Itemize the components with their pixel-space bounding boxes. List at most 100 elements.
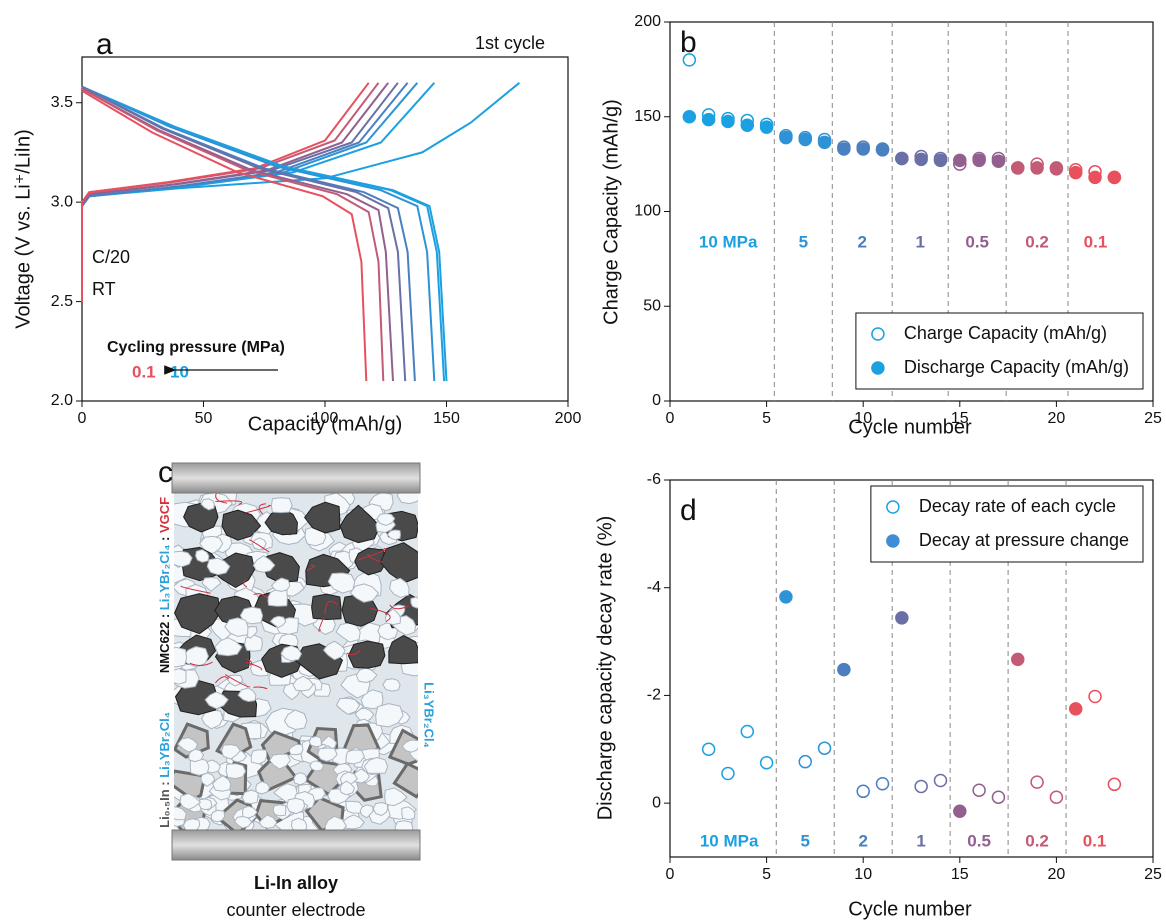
cathode-particle bbox=[174, 593, 221, 635]
electrolyte-particle bbox=[188, 748, 205, 763]
carbon-fiber bbox=[389, 604, 409, 610]
electrolyte-particle bbox=[250, 749, 268, 765]
data-point bbox=[914, 152, 928, 167]
electrolyte-particle bbox=[269, 753, 291, 770]
electrolyte-particle bbox=[375, 703, 404, 728]
y-tick-label: 3.0 bbox=[51, 193, 73, 210]
data-point bbox=[972, 783, 986, 797]
carbon-fiber bbox=[366, 553, 383, 563]
cathode-particle bbox=[221, 509, 262, 541]
electrolyte-particle bbox=[174, 646, 188, 668]
electrolyte-particle bbox=[384, 787, 408, 807]
electrolyte-particle bbox=[234, 816, 253, 829]
electrolyte-particle bbox=[174, 668, 187, 685]
electrolyte-particle bbox=[355, 667, 378, 683]
cathode-label: NMC622 : Li₃YBr₂Cl₄ : VGCF bbox=[157, 497, 172, 673]
data-point bbox=[1011, 161, 1025, 175]
data-point bbox=[798, 754, 812, 769]
carbon-fiber bbox=[215, 493, 228, 504]
current-collector bbox=[171, 829, 421, 861]
cathode-particle bbox=[347, 640, 386, 669]
label-part: : bbox=[157, 778, 172, 790]
legend-label: Charge Capacity (mAh/g) bbox=[904, 323, 1107, 343]
electrolyte-particle bbox=[204, 691, 229, 710]
region-label: 0.5 bbox=[965, 232, 989, 251]
electrolyte-particle bbox=[317, 747, 338, 762]
electrolyte-particle bbox=[212, 775, 232, 792]
region-label: 0.5 bbox=[967, 831, 991, 850]
carbon-fiber bbox=[246, 505, 271, 514]
y-tick-label: 2.0 bbox=[51, 392, 73, 409]
data-point bbox=[1049, 162, 1064, 176]
electrolyte-particle bbox=[396, 493, 418, 505]
electrolyte-particle bbox=[214, 637, 243, 657]
electrolyte-particle bbox=[345, 800, 364, 814]
legend: Decay rate of each cycle Decay at pressur… bbox=[870, 485, 1144, 563]
electrolyte-particle bbox=[386, 529, 401, 541]
y-tick-label: -6 bbox=[647, 471, 661, 488]
data-point bbox=[1068, 702, 1083, 716]
y-tick-label: -2 bbox=[647, 687, 661, 704]
x-tick-label: 50 bbox=[195, 410, 213, 427]
data-point bbox=[1049, 790, 1064, 804]
electrolyte-particle bbox=[239, 606, 264, 625]
x-tick-label: 100 bbox=[312, 410, 339, 427]
x-tick-label: 15 bbox=[951, 866, 969, 883]
electrolyte-particle bbox=[200, 498, 215, 511]
electrolyte-particle bbox=[272, 804, 287, 817]
electrolyte-particle bbox=[292, 675, 314, 692]
y-tick-label: 100 bbox=[634, 203, 661, 220]
cathode-particle bbox=[339, 504, 381, 544]
electrolyte-particle bbox=[198, 798, 213, 811]
data-point bbox=[991, 154, 1006, 169]
label-part: VGCF bbox=[157, 497, 172, 533]
electrolyte-particle bbox=[327, 572, 356, 594]
x-tick-label: 10 bbox=[854, 410, 872, 427]
data-point bbox=[759, 120, 774, 134]
electrolyte-particle bbox=[288, 743, 304, 756]
data-point bbox=[682, 53, 697, 67]
electrolyte-particle bbox=[372, 802, 389, 816]
data-point bbox=[682, 110, 697, 124]
voltage-curve bbox=[81, 85, 436, 382]
voltage-curve bbox=[81, 87, 394, 382]
annotation: 10 bbox=[170, 362, 189, 381]
data-point bbox=[1030, 161, 1044, 175]
carbon-fiber bbox=[180, 585, 211, 594]
cathode-particle bbox=[354, 547, 388, 576]
electrolyte-particle bbox=[200, 772, 216, 787]
data-point bbox=[779, 590, 793, 604]
cathode-particle bbox=[379, 542, 418, 584]
carbon-fiber bbox=[249, 539, 270, 553]
carbon-fiber bbox=[253, 593, 269, 600]
carbon-fiber bbox=[245, 661, 263, 671]
x-tick-label: 5 bbox=[762, 866, 771, 883]
x-axis-label: Capacity (mAh/g) bbox=[248, 413, 403, 435]
carbon-fiber bbox=[246, 658, 253, 667]
x-tick-label: 10 bbox=[854, 866, 872, 883]
carbon-fiber bbox=[346, 649, 361, 656]
data-point bbox=[953, 804, 967, 818]
electrolyte-particle bbox=[269, 615, 287, 629]
annotation: C/20 bbox=[92, 247, 130, 267]
electrolyte-particle bbox=[224, 617, 249, 637]
x-axis-label: Cycle number bbox=[848, 416, 972, 438]
label-part: : bbox=[157, 610, 172, 622]
label-part: NMC622 bbox=[157, 622, 172, 673]
annotation: RT bbox=[92, 279, 116, 299]
data-point bbox=[1068, 165, 1083, 180]
electrolyte-particle bbox=[252, 555, 276, 573]
data-point bbox=[1088, 689, 1102, 704]
carbon-fiber bbox=[370, 608, 391, 622]
legend-marker bbox=[871, 327, 885, 341]
electrolyte-particle bbox=[309, 760, 325, 772]
legend-box bbox=[855, 312, 1144, 390]
carbon-fiber bbox=[253, 686, 268, 690]
data-point bbox=[1107, 777, 1122, 792]
data-point bbox=[875, 143, 890, 157]
region-label: 5 bbox=[801, 831, 810, 850]
legend-marker bbox=[871, 361, 885, 375]
current-collector bbox=[171, 462, 421, 494]
electrolyte-particle bbox=[210, 809, 226, 823]
